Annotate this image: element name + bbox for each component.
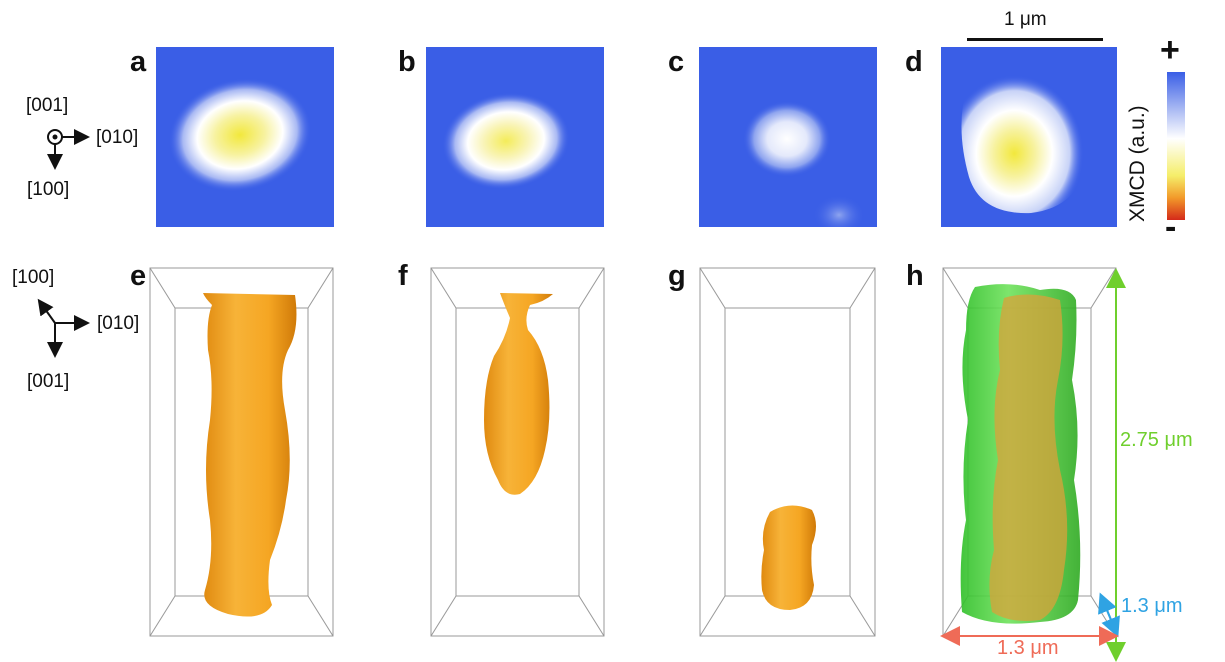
panel-label-a: a xyxy=(130,46,147,78)
xmcd-map-d xyxy=(941,47,1117,227)
depth-label: 1.3 μm xyxy=(1121,595,1183,617)
axis-label-001-top: [001] xyxy=(26,95,69,116)
scalebar-label: 1 μm xyxy=(1004,9,1047,30)
axis-label-001-bottom: [001] xyxy=(27,371,70,392)
axis-label-100-bottom: [100] xyxy=(12,267,55,288)
scalebar-line xyxy=(967,38,1103,41)
axis-label-010-bottom: [010] xyxy=(97,313,140,334)
panel-label-f: f xyxy=(398,260,408,292)
axis-label-010-top: [010] xyxy=(96,127,139,148)
domain-surface-f xyxy=(484,293,553,495)
xmcd-map-c xyxy=(699,47,877,227)
panel-label-d: d xyxy=(905,46,923,78)
panel-label-b: b xyxy=(398,46,416,78)
axis-label-100-top: [100] xyxy=(27,179,70,200)
panel-label-g: g xyxy=(668,260,686,292)
height-label: 2.75 μm xyxy=(1120,429,1193,451)
domain-surface-e xyxy=(203,293,297,617)
colorbar-plus: + xyxy=(1160,31,1180,69)
panel-label-c: c xyxy=(668,46,685,78)
xmcd-map-a xyxy=(156,47,334,227)
colorbar-gradient xyxy=(1167,72,1185,220)
panel-label-h: h xyxy=(906,260,924,292)
domain-surface-g xyxy=(761,505,816,610)
panel-label-e: e xyxy=(130,260,147,292)
width-label: 1.3 μm xyxy=(997,637,1059,659)
colorbar-minus: - xyxy=(1165,208,1177,246)
xmcd-map-b xyxy=(426,47,604,227)
domain-surface-h-orange xyxy=(989,294,1068,621)
